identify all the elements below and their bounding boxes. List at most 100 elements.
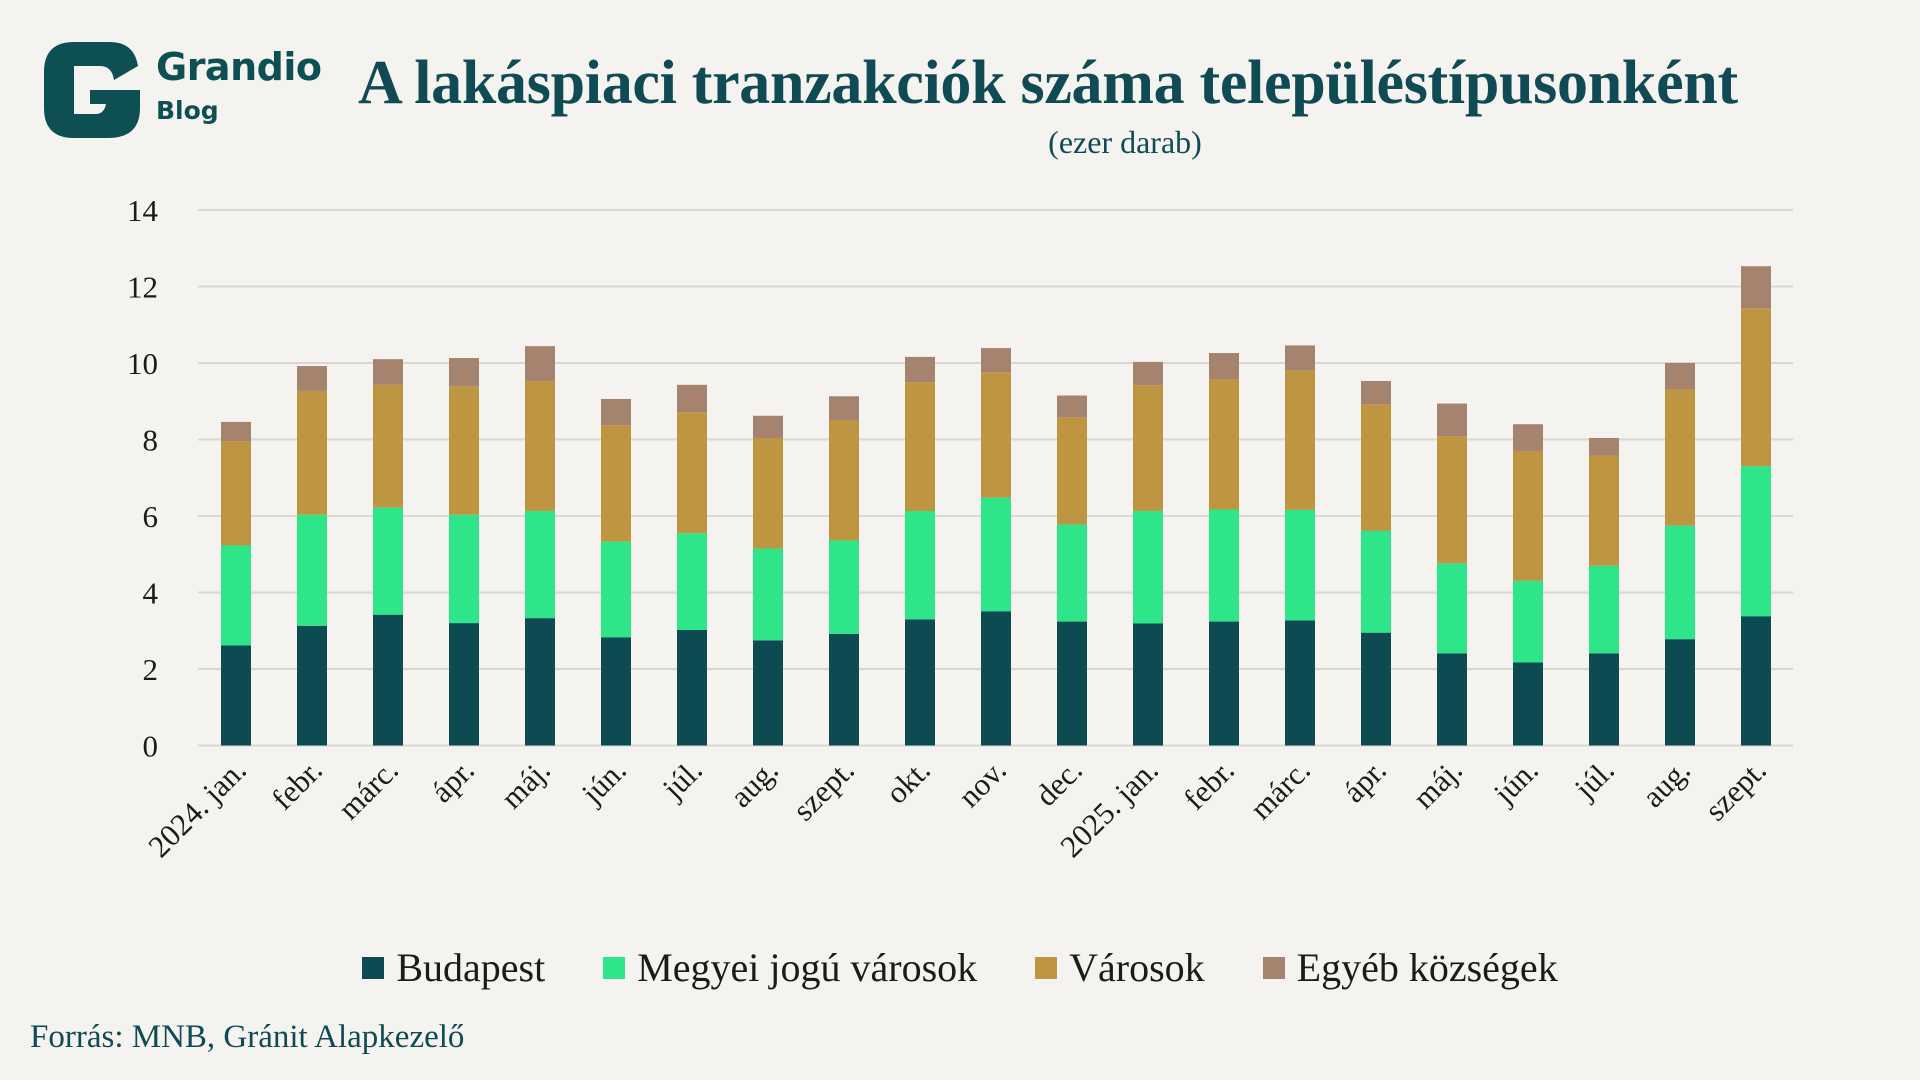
bar-segment-egyéb-községek xyxy=(1437,403,1467,437)
bar-stack xyxy=(221,421,251,746)
bar-segment-megyei-jogú-városok xyxy=(221,545,251,646)
bar-segment-egyéb-községek xyxy=(373,359,403,385)
brand-sub: Blog xyxy=(156,96,219,125)
y-tick-label: 0 xyxy=(143,729,159,764)
bar-segment-megyei-jogú-városok xyxy=(1589,565,1619,654)
bar-segment-budapest xyxy=(829,633,859,746)
bar-segment-budapest xyxy=(981,611,1011,746)
bar-segment-városok xyxy=(297,390,327,515)
bar-segment-megyei-jogú-városok xyxy=(1513,580,1543,663)
bar-segment-egyéb-községek xyxy=(829,396,859,420)
bar-segment-városok xyxy=(1589,455,1619,566)
bar-segment-budapest xyxy=(905,619,935,746)
brand-name: Grandio xyxy=(156,45,322,89)
bar-segment-egyéb-községek xyxy=(297,366,327,391)
bar-stack xyxy=(1437,403,1467,746)
bar-segment-budapest xyxy=(221,645,251,746)
bar-segment-városok xyxy=(1209,379,1239,510)
bar-segment-megyei-jogú-városok xyxy=(1209,509,1239,622)
bar-segment-budapest xyxy=(1361,632,1391,746)
bar-segment-városok xyxy=(449,386,479,515)
bar-stack xyxy=(297,366,327,746)
bar-segment-városok xyxy=(373,384,403,508)
bar-segment-budapest xyxy=(373,614,403,746)
bar-segment-megyei-jogú-városok xyxy=(601,541,631,638)
x-tick-label: júl. xyxy=(655,752,709,806)
bar-segment-városok xyxy=(1133,385,1163,512)
bar-stack xyxy=(449,358,479,746)
legend-label: Budapest xyxy=(396,945,546,990)
bar-segment-városok xyxy=(981,372,1011,498)
bar-segment-egyéb-községek xyxy=(221,421,251,442)
bar-segment-városok xyxy=(1057,417,1087,525)
bar-segment-budapest xyxy=(601,637,631,746)
bar-segment-egyéb-községek xyxy=(1285,345,1315,371)
x-tick-label: márc. xyxy=(1243,752,1317,826)
bar-stack xyxy=(905,356,935,746)
bar-segment-egyéb-községek xyxy=(525,346,555,381)
legend-swatch-icon xyxy=(1262,956,1285,979)
bar-segment-megyei-jogú-városok xyxy=(753,548,783,641)
legend-label: Városok xyxy=(1069,945,1205,990)
x-tick-label: febr. xyxy=(1177,752,1241,816)
bar-stack xyxy=(1741,266,1771,746)
bar-segment-budapest xyxy=(1665,639,1695,746)
y-tick-label: 4 xyxy=(143,576,159,611)
page-subtitle: (ezer darab) xyxy=(1048,124,1202,160)
y-tick-label: 12 xyxy=(127,270,158,305)
bar-segment-budapest xyxy=(1209,621,1239,746)
legend-swatch-icon xyxy=(603,956,626,979)
legend-label: Egyéb községek xyxy=(1296,945,1558,990)
x-tick-label: szept. xyxy=(786,752,861,827)
bar-segment-budapest xyxy=(297,625,327,746)
legend-item: Egyéb községek xyxy=(1262,944,1558,991)
legend: Budapest Megyei jogú városok Városok Egyéb … xyxy=(0,944,1920,991)
bar-stack xyxy=(981,348,1011,746)
bar-segment-városok xyxy=(1741,308,1771,467)
x-tick-label: máj. xyxy=(494,752,557,815)
bar-segment-városok xyxy=(1437,436,1467,564)
source-note: Forrás: MNB, Gránit Alapkezelő xyxy=(30,1019,465,1055)
bar-segment-megyei-jogú-városok xyxy=(1741,466,1771,617)
bar-segment-megyei-jogú-városok xyxy=(1437,563,1467,654)
bar-segment-egyéb-községek xyxy=(981,348,1011,373)
bar-segment-városok xyxy=(525,380,555,512)
bar-segment-városok xyxy=(905,382,935,512)
bar-segment-megyei-jogú-városok xyxy=(373,507,403,615)
bar-stack xyxy=(1209,353,1239,746)
legend-label: Megyei jogú városok xyxy=(637,945,978,990)
legend-item: Budapest xyxy=(362,944,545,991)
page-title: A lakáspiaci tranzakciók száma település… xyxy=(358,49,1738,117)
x-tick-label: szept. xyxy=(1698,752,1773,827)
bar-segment-városok xyxy=(753,437,783,549)
legend-item: Megyei jogú városok xyxy=(603,944,977,991)
bar-segment-budapest xyxy=(449,623,479,746)
bar-segment-budapest xyxy=(1285,620,1315,746)
x-tick-label: aug. xyxy=(723,752,785,814)
y-tick-label: 6 xyxy=(143,499,159,534)
bar-segment-egyéb-községek xyxy=(449,358,479,387)
x-tick-label: márc. xyxy=(331,752,405,826)
bar-segment-városok xyxy=(221,441,251,546)
bar-segment-városok xyxy=(1665,389,1695,526)
bar-stack xyxy=(1285,345,1315,746)
bar-segment-budapest xyxy=(753,640,783,746)
bar-stack xyxy=(753,415,783,746)
x-tick-label: júl. xyxy=(1567,752,1621,806)
bar-segment-budapest xyxy=(1589,653,1619,746)
x-tick-label: máj. xyxy=(1406,752,1469,815)
bar-stack xyxy=(1513,424,1543,746)
legend-swatch-icon xyxy=(1035,956,1058,979)
bar-segment-egyéb-községek xyxy=(1057,395,1087,418)
bar-segment-egyéb-községek xyxy=(753,415,783,438)
bar-segment-megyei-jogú-városok xyxy=(829,540,859,634)
bar-stack xyxy=(373,359,403,746)
bar-segment-városok xyxy=(1285,370,1315,510)
bar-segment-megyei-jogú-városok xyxy=(981,497,1011,612)
bar-segment-budapest xyxy=(1513,662,1543,746)
x-tick-label: jún. xyxy=(574,752,633,811)
bar-segment-egyéb-községek xyxy=(1665,363,1695,390)
bar-segment-városok xyxy=(677,412,707,534)
x-tick-label: ápr. xyxy=(1336,752,1393,809)
bar-segment-városok xyxy=(829,419,859,541)
